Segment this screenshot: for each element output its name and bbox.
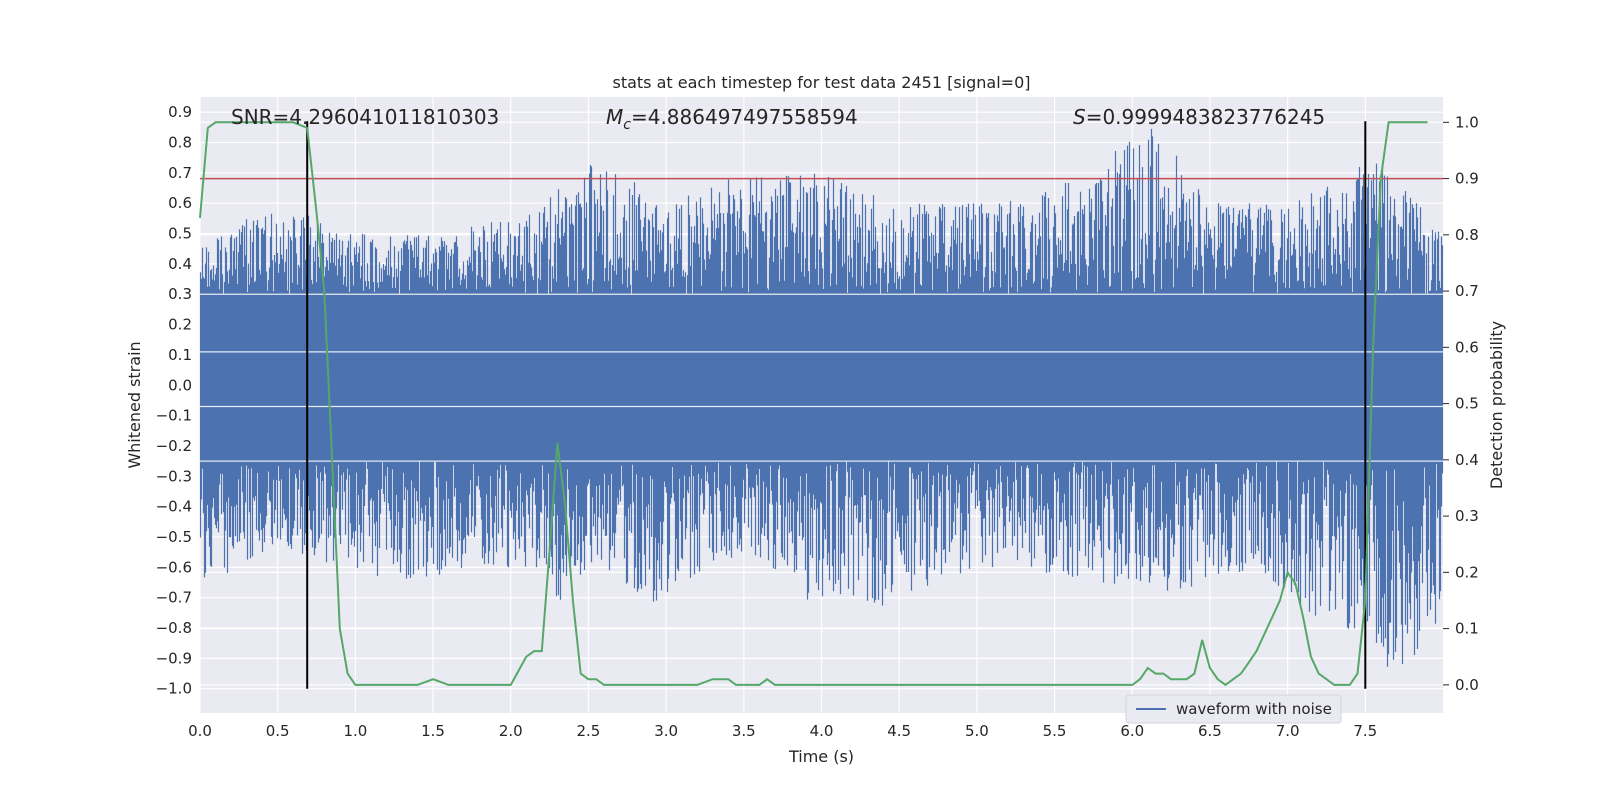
y-left-tick-label: −0.3 bbox=[156, 467, 192, 485]
chart-title: stats at each timestep for test data 245… bbox=[612, 73, 1030, 92]
x-tick-label: 7.0 bbox=[1276, 722, 1300, 740]
x-tick-label: 3.5 bbox=[732, 722, 756, 740]
legend-box bbox=[1125, 694, 1342, 724]
y-left-tick-label: −0.8 bbox=[156, 619, 192, 637]
y-axis-right-label: Detection probability bbox=[1487, 321, 1506, 489]
y-left-tick-label: 0.2 bbox=[168, 316, 192, 334]
y-left-tick-label: −0.6 bbox=[156, 558, 192, 576]
snr-annotation: SNR=4.296041011810303 bbox=[231, 105, 499, 129]
x-tick-label: 2.0 bbox=[499, 722, 523, 740]
x-axis-label: Time (s) bbox=[788, 747, 854, 766]
waveform-core bbox=[200, 294, 1443, 462]
y-right-tick-label: 0.2 bbox=[1455, 563, 1479, 581]
y-right-tick-label: 1.0 bbox=[1455, 113, 1479, 131]
x-tick-label: 0.0 bbox=[188, 722, 212, 740]
chirp-mass-subscript: c bbox=[623, 117, 631, 133]
y-left-tick-label: 0.5 bbox=[168, 225, 192, 243]
x-tick-label: 5.5 bbox=[1043, 722, 1067, 740]
y-left-tick-label: 0.9 bbox=[168, 103, 192, 121]
y-left-tick-label: −1.0 bbox=[156, 680, 192, 698]
legend-label-waveform: waveform with noise bbox=[1176, 700, 1332, 718]
y-left-tick-label: 0.1 bbox=[168, 346, 192, 364]
y-left-tick-label: 0.7 bbox=[168, 164, 192, 182]
y-left-tick-label: 0.6 bbox=[168, 194, 192, 212]
chirp-mass-symbol: M bbox=[606, 105, 623, 129]
x-tick-label: 7.5 bbox=[1353, 722, 1377, 740]
y-right-tick-label: 0.6 bbox=[1455, 338, 1479, 356]
x-tick-label: 3.0 bbox=[654, 722, 678, 740]
x-tick-label: 1.5 bbox=[421, 722, 445, 740]
chirp-mass-value: =4.886497497558594 bbox=[631, 105, 858, 129]
x-tick-label: 1.0 bbox=[343, 722, 367, 740]
legend: waveform with noise bbox=[1125, 694, 1342, 724]
score-value: =0.9999483823776245 bbox=[1086, 105, 1325, 129]
x-tick-label: 5.0 bbox=[965, 722, 989, 740]
y-right-tick-label: 0.4 bbox=[1455, 451, 1479, 469]
y-right-tick-label: 0.3 bbox=[1455, 507, 1479, 525]
x-tick-label: 6.5 bbox=[1198, 722, 1222, 740]
detection-probability-line bbox=[199, 121, 1428, 687]
x-axis-ticks: 0.0 0.5 1.0 1.5 2.0 2.5 3.0 3.5 4.0 4.5 5.0 5.5 6.0 6… bbox=[188, 722, 1377, 740]
score-symbol: S bbox=[1073, 105, 1086, 129]
y-left-tick-label: −0.2 bbox=[156, 437, 192, 455]
y-axis-left-ticks: 0.9 0.8 0.7 0.6 0.5 0.4 0.3 0.2 0.1 0.0 −0.1 −0.2 −0… bbox=[156, 103, 192, 698]
x-tick-label: 2.5 bbox=[577, 722, 601, 740]
y-left-tick-label: −0.9 bbox=[156, 649, 192, 667]
y-right-tick-label: 0.9 bbox=[1455, 170, 1479, 188]
y-left-tick-label: −0.7 bbox=[156, 589, 192, 607]
y-right-tick-label: 0.5 bbox=[1455, 395, 1479, 413]
y-left-tick-label: −0.5 bbox=[156, 528, 192, 546]
y-axis-left-label: Whitened strain bbox=[125, 341, 144, 468]
x-tick-label: 6.0 bbox=[1120, 722, 1144, 740]
y-left-tick-label: 0.3 bbox=[168, 285, 192, 303]
y-right-tick-label: 0.7 bbox=[1455, 282, 1479, 300]
x-tick-label: 4.5 bbox=[887, 722, 911, 740]
y-left-tick-label: 0.4 bbox=[168, 255, 192, 273]
y-axis-right-ticks: 1.0 0.9 0.8 0.7 0.6 0.5 0.4 0.3 0.2 0.1 0.0 bbox=[1443, 113, 1479, 694]
y-right-tick-label: 0.8 bbox=[1455, 226, 1479, 244]
chirp-mass-annotation: Mc=4.886497497558594 bbox=[606, 105, 858, 133]
y-right-tick-label: 0.0 bbox=[1455, 676, 1479, 694]
y-left-tick-label: 0.8 bbox=[168, 134, 192, 152]
y-right-tick-label: 0.1 bbox=[1455, 620, 1479, 638]
y-left-tick-label: −0.4 bbox=[156, 498, 192, 516]
x-tick-label: 4.0 bbox=[810, 722, 834, 740]
score-annotation: S=0.9999483823776245 bbox=[1073, 105, 1325, 129]
waveform-series bbox=[199, 128, 1444, 667]
y-left-tick-label: 0.0 bbox=[168, 376, 192, 394]
x-tick-label: 0.5 bbox=[266, 722, 290, 740]
y-left-tick-label: −0.1 bbox=[156, 407, 192, 425]
